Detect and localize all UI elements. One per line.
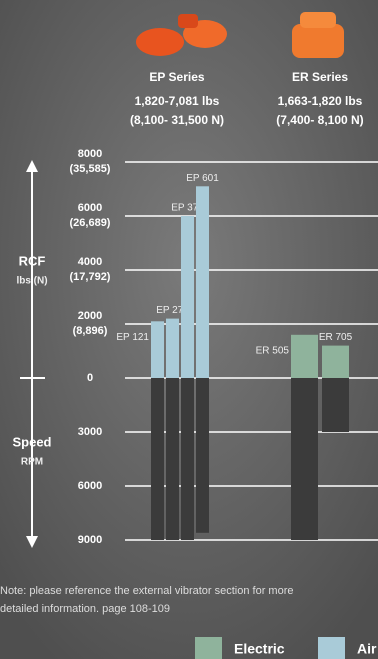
series-range: 1,663-1,820 lbs xyxy=(278,94,363,108)
y2-axis-label: Speed xyxy=(12,434,51,449)
bar-label: ER 705 xyxy=(319,332,353,343)
y2-tick-label: 3000 xyxy=(78,426,102,438)
rcf-bar xyxy=(166,318,179,378)
series-title: ER Series xyxy=(292,70,348,84)
speed-bar xyxy=(181,378,194,540)
arrow-head xyxy=(26,160,38,172)
series-range: (8,100- 31,500 N) xyxy=(130,113,224,127)
product-image xyxy=(136,14,227,56)
y-tick-label: 8000 xyxy=(78,148,102,160)
speed-bar xyxy=(322,378,349,432)
bar-label: EP 601 xyxy=(186,173,219,184)
legend-label: Air xyxy=(357,641,377,657)
product-image xyxy=(292,12,344,58)
bar-label: EP 371 xyxy=(171,203,204,214)
rcf-bar xyxy=(181,216,194,378)
series-range: (7,400- 8,100 N) xyxy=(276,113,363,127)
arrow-head xyxy=(26,536,38,548)
legend-label: Electric xyxy=(234,641,285,657)
y2-axis-unit: RPM xyxy=(21,457,43,468)
series-title: EP Series xyxy=(149,70,204,84)
y2-tick-label: 6000 xyxy=(78,480,102,492)
y-tick-label: 4000 xyxy=(78,256,102,268)
legend-swatch xyxy=(318,637,345,659)
legend-swatch xyxy=(195,637,222,659)
speed-bar xyxy=(166,378,179,540)
rcf-bar xyxy=(151,321,164,378)
y-tick-newtons: (26,689) xyxy=(70,217,111,229)
speed-bar xyxy=(291,378,318,540)
bar-label: ER 505 xyxy=(256,345,290,356)
y-axis-unit: lbs (N) xyxy=(16,276,47,287)
rcf-bar xyxy=(196,186,209,378)
rcf-bar xyxy=(291,334,318,378)
y-tick-newtons: (35,585) xyxy=(70,163,111,175)
rcf-bar xyxy=(322,345,349,378)
y-tick-label: 0 xyxy=(87,372,93,384)
y-tick-label: 2000 xyxy=(78,310,102,322)
speed-bar xyxy=(151,378,164,540)
note: Note: please reference the external vibr… xyxy=(0,585,293,597)
speed-bar xyxy=(196,378,209,533)
series-range: 1,820-7,081 lbs xyxy=(135,94,220,108)
y-tick-label: 6000 xyxy=(78,202,102,214)
bar-label: EP 271 xyxy=(156,305,189,316)
y-tick-newtons: (8,896) xyxy=(73,325,108,337)
y-axis-label: RCF xyxy=(19,253,46,268)
bar-label: EP 121 xyxy=(116,332,149,343)
note: detailed information. page 108-109 xyxy=(0,603,170,615)
y2-tick-label: 9000 xyxy=(78,534,102,546)
y-tick-newtons: (17,792) xyxy=(70,271,111,283)
